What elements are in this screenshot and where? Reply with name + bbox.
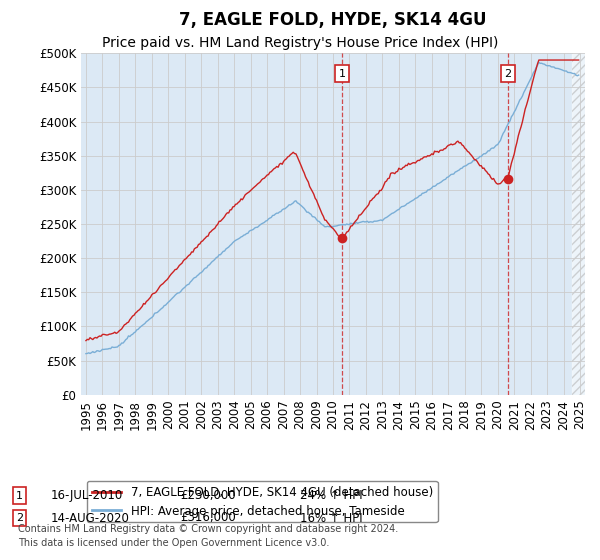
Text: 2: 2 xyxy=(505,69,511,79)
Title: 7, EAGLE FOLD, HYDE, SK14 4GU: 7, EAGLE FOLD, HYDE, SK14 4GU xyxy=(179,11,487,30)
Text: Price paid vs. HM Land Registry's House Price Index (HPI): Price paid vs. HM Land Registry's House … xyxy=(102,36,498,50)
Text: £230,000: £230,000 xyxy=(180,489,236,502)
Text: 16% ↑ HPI: 16% ↑ HPI xyxy=(300,511,362,525)
Legend: 7, EAGLE FOLD, HYDE, SK14 4GU (detached house), HPI: Average price, detached hou: 7, EAGLE FOLD, HYDE, SK14 4GU (detached … xyxy=(87,481,437,522)
Text: 2: 2 xyxy=(16,513,23,523)
Text: £316,000: £316,000 xyxy=(180,511,236,525)
Text: 24% ↑ HPI: 24% ↑ HPI xyxy=(300,489,362,502)
Text: 14-AUG-2020: 14-AUG-2020 xyxy=(51,511,130,525)
Text: 16-JUL-2010: 16-JUL-2010 xyxy=(51,489,123,502)
Text: 1: 1 xyxy=(338,69,346,79)
Text: Contains HM Land Registry data © Crown copyright and database right 2024.
This d: Contains HM Land Registry data © Crown c… xyxy=(18,524,398,548)
Bar xyxy=(572,53,593,395)
Text: 1: 1 xyxy=(16,491,23,501)
Bar xyxy=(572,53,593,395)
